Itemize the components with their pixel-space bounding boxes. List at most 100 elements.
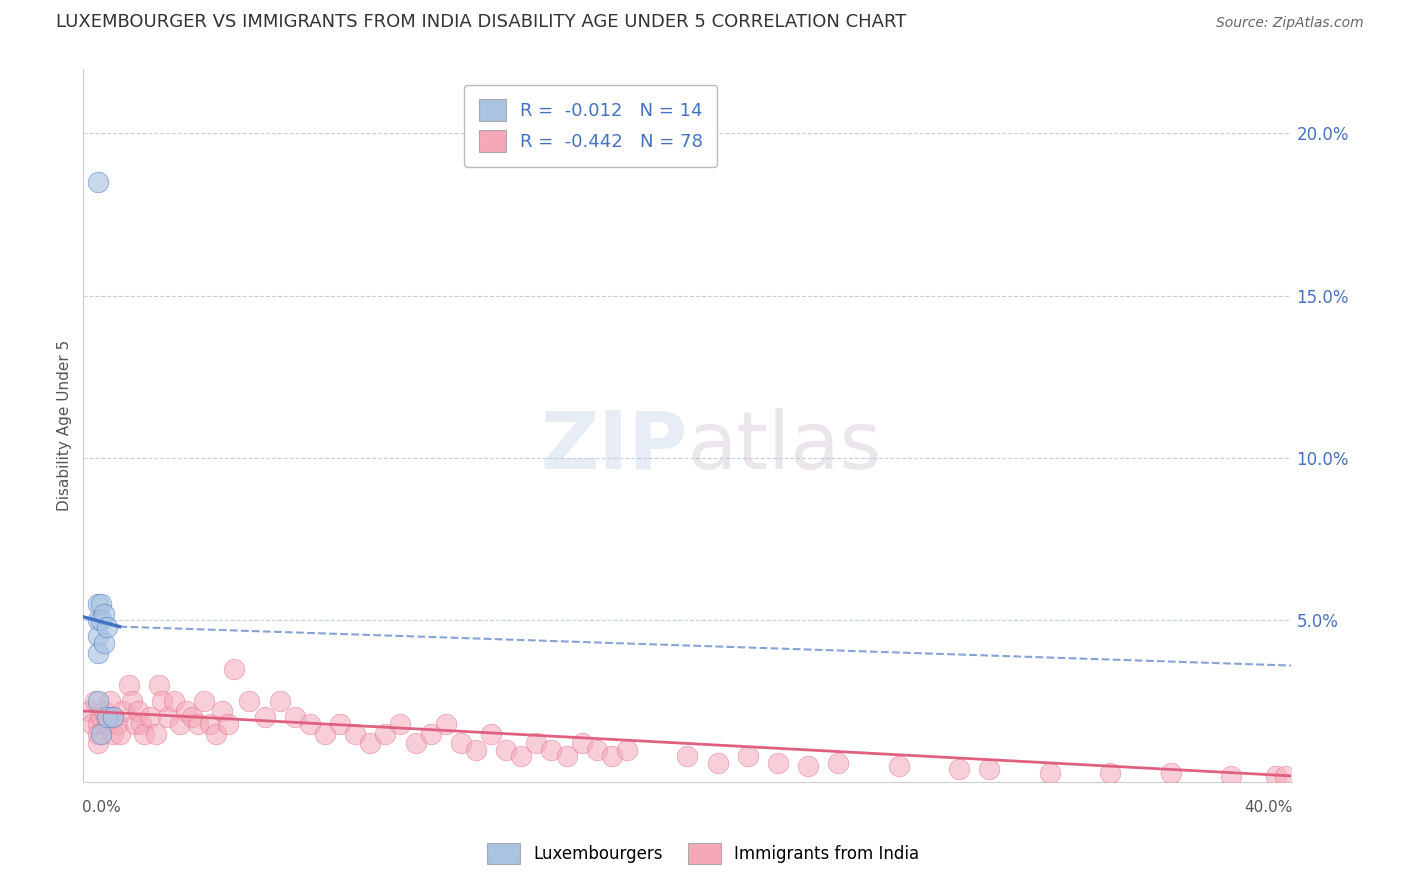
Text: atlas: atlas <box>688 408 882 486</box>
Point <box>479 727 502 741</box>
Point <box>132 727 155 741</box>
Point <box>127 704 149 718</box>
Point <box>105 717 128 731</box>
Point <box>1099 765 1122 780</box>
Point <box>269 694 291 708</box>
Point <box>1220 769 1243 783</box>
Point <box>90 597 112 611</box>
Point <box>284 710 307 724</box>
Point <box>676 749 699 764</box>
Point <box>510 749 533 764</box>
Point <box>1265 769 1288 783</box>
Point <box>948 763 970 777</box>
Point <box>465 743 488 757</box>
Legend: Luxembourgers, Immigrants from India: Luxembourgers, Immigrants from India <box>479 837 927 871</box>
Point <box>90 613 112 627</box>
Point <box>87 646 110 660</box>
Point <box>198 717 221 731</box>
Point <box>100 694 122 708</box>
Point <box>96 710 118 724</box>
Point <box>103 727 125 741</box>
Point <box>540 743 562 757</box>
Point <box>87 717 110 731</box>
Point <box>108 727 131 741</box>
Point <box>359 736 381 750</box>
Text: 40.0%: 40.0% <box>1244 800 1292 815</box>
Text: Source: ZipAtlas.com: Source: ZipAtlas.com <box>1216 16 1364 29</box>
Point <box>253 710 276 724</box>
Point <box>238 694 260 708</box>
Point <box>163 694 186 708</box>
Point <box>405 736 427 750</box>
Point <box>148 678 170 692</box>
Point <box>887 759 910 773</box>
Point <box>329 717 352 731</box>
Point <box>766 756 789 770</box>
Point <box>389 717 412 731</box>
Point <box>344 727 367 741</box>
Point <box>87 727 110 741</box>
Point <box>150 694 173 708</box>
Point <box>205 727 228 741</box>
Point <box>224 662 246 676</box>
Point <box>93 704 115 718</box>
Text: 0.0%: 0.0% <box>82 800 121 815</box>
Point <box>174 704 197 718</box>
Point <box>82 717 104 731</box>
Point <box>169 717 191 731</box>
Point <box>93 636 115 650</box>
Point <box>600 749 623 764</box>
Point <box>193 694 215 708</box>
Point <box>298 717 321 731</box>
Point <box>93 607 115 621</box>
Point <box>419 727 441 741</box>
Point <box>434 717 457 731</box>
Point <box>79 704 101 718</box>
Point <box>90 727 112 741</box>
Point <box>90 710 112 724</box>
Point <box>217 717 239 731</box>
Point <box>706 756 728 770</box>
Point <box>450 736 472 750</box>
Legend: R =  -0.012   N = 14, R =  -0.442   N = 78: R = -0.012 N = 14, R = -0.442 N = 78 <box>464 85 717 167</box>
Point <box>103 710 125 724</box>
Point <box>1274 769 1296 783</box>
Point <box>117 678 139 692</box>
Point <box>1039 765 1062 780</box>
Point <box>111 704 134 718</box>
Point <box>374 727 396 741</box>
Point <box>737 749 759 764</box>
Point <box>145 727 167 741</box>
Point <box>585 743 607 757</box>
Point <box>139 710 162 724</box>
Point <box>129 717 152 731</box>
Y-axis label: Disability Age Under 5: Disability Age Under 5 <box>58 340 72 511</box>
Point <box>87 597 110 611</box>
Point <box>96 717 118 731</box>
Point <box>979 763 1001 777</box>
Point <box>84 694 107 708</box>
Point <box>124 717 146 731</box>
Point <box>211 704 233 718</box>
Point <box>156 710 179 724</box>
Point <box>121 694 143 708</box>
Point <box>314 727 336 741</box>
Point <box>571 736 593 750</box>
Point <box>1160 765 1182 780</box>
Point <box>87 175 110 189</box>
Point <box>87 629 110 643</box>
Point <box>495 743 517 757</box>
Point <box>87 736 110 750</box>
Point <box>827 756 849 770</box>
Text: ZIP: ZIP <box>540 408 688 486</box>
Point <box>797 759 820 773</box>
Point <box>87 694 110 708</box>
Point <box>524 736 547 750</box>
Point <box>181 710 204 724</box>
Point <box>96 620 118 634</box>
Point <box>616 743 638 757</box>
Text: LUXEMBOURGER VS IMMIGRANTS FROM INDIA DISABILITY AGE UNDER 5 CORRELATION CHART: LUXEMBOURGER VS IMMIGRANTS FROM INDIA DI… <box>56 12 907 30</box>
Point <box>103 710 125 724</box>
Point <box>187 717 209 731</box>
Point <box>87 613 110 627</box>
